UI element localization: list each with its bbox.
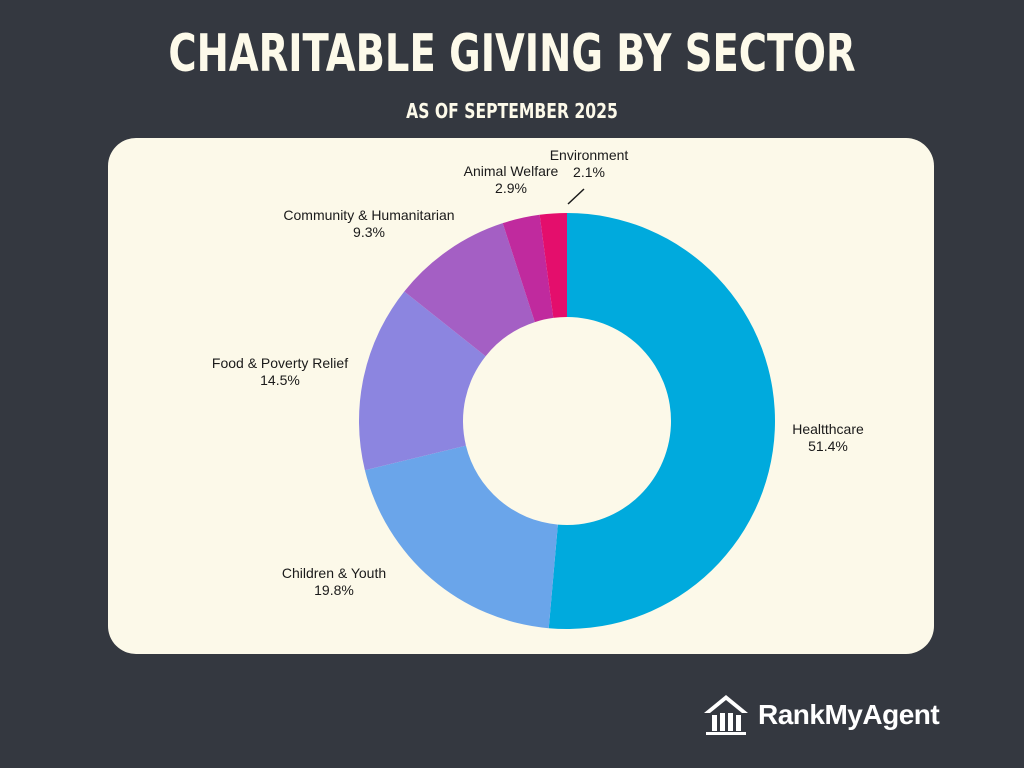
chart-title: CHARITABLE GIVING BY SECTOR [168, 24, 856, 84]
slice-children-youth [364, 445, 558, 629]
value-label-healtthcare: 51.4% [808, 438, 848, 454]
value-label-environment: 2.1% [573, 164, 605, 180]
value-label-food-poverty-relief: 14.5% [260, 372, 300, 388]
value-label-children-youth: 19.8% [314, 582, 354, 598]
label-healtthcare: Healtthcare [792, 421, 864, 437]
house-logo-icon [704, 695, 748, 735]
slice-community-humanitarian [404, 223, 535, 357]
brand-logo: RankMyAgent [702, 690, 940, 740]
slice-group [359, 213, 775, 629]
slice-environment [539, 213, 567, 318]
leader-line-environment [567, 188, 585, 205]
label-children-youth: Children & Youth [282, 565, 386, 581]
slice-healtthcare [548, 213, 775, 629]
label-community-humanitarian: Community & Humanitarian [283, 207, 454, 223]
label-environment: Environment [550, 147, 629, 163]
label-food-poverty-relief: Food & Poverty Relief [212, 355, 348, 371]
chart-subtitle: AS OF SEPTEMBER 2025 [406, 99, 618, 123]
slice-animal-welfare [502, 214, 554, 323]
value-label-animal-welfare: 2.9% [495, 180, 527, 196]
slice-food-poverty-relief [359, 291, 486, 471]
value-label-community-humanitarian: 9.3% [353, 224, 385, 240]
label-animal-welfare: Animal Welfare [464, 163, 559, 179]
brand-name: RankMyAgent [758, 699, 940, 730]
chart-card: Healtthcare 51.4% Children & Youth 19.8% Foo… [108, 138, 934, 654]
